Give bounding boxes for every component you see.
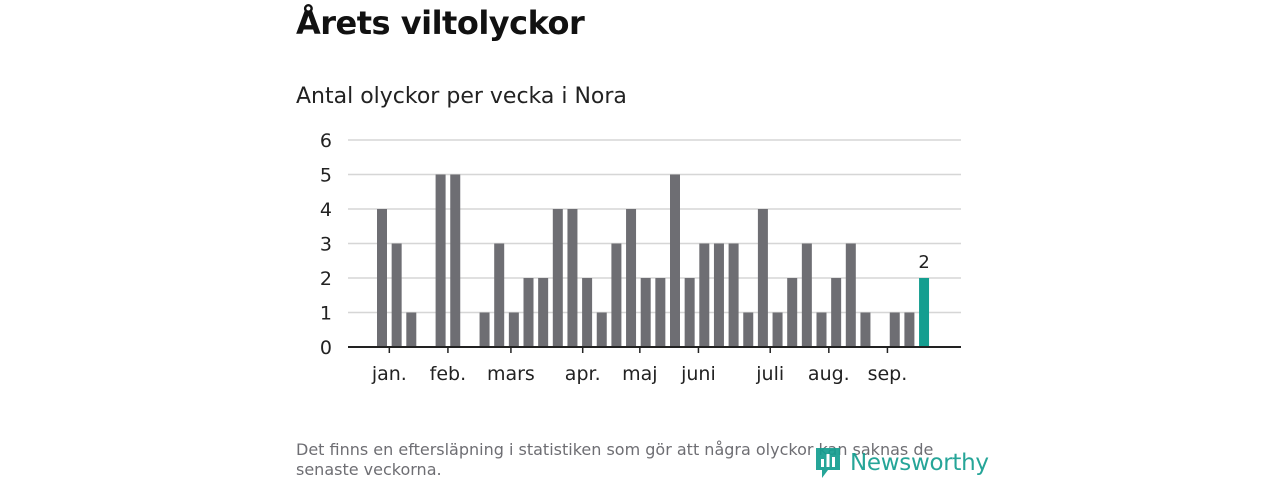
bar <box>508 312 519 347</box>
bar <box>567 209 578 347</box>
x-tick-label: apr. <box>565 363 601 385</box>
y-tick-label: 5 <box>320 165 332 187</box>
bar-highlight <box>919 278 930 347</box>
weekly-accidents-bar-chart: 0 1 2 3 4 5 6 jan. feb. mars apr. maj juni juli aug. s… <box>320 130 961 385</box>
page-title: Årets viltolyckor <box>296 4 585 42</box>
chart-subtitle: Antal olyckor per vecka i Nora <box>296 84 627 109</box>
bar <box>450 174 461 347</box>
bar <box>523 278 534 347</box>
bar <box>611 243 622 347</box>
data-label: 2 <box>918 252 929 273</box>
bar <box>757 209 768 347</box>
gridlines <box>348 139 961 314</box>
bar <box>538 278 549 347</box>
newsworthy-logo: Newsworthy <box>814 446 989 480</box>
x-axis-ticks: jan. feb. mars apr. maj juni juli aug. sep. <box>371 347 907 385</box>
bars <box>377 174 930 347</box>
bar <box>801 243 812 347</box>
footnote: Det finns en eftersläpning i statistiken… <box>296 440 934 479</box>
newsworthy-logo-icon <box>816 448 840 478</box>
bar <box>640 278 651 347</box>
bar <box>479 312 490 347</box>
bar <box>435 174 446 347</box>
y-axis-ticks: 0 1 2 3 4 5 6 <box>320 130 332 359</box>
bar <box>860 312 871 347</box>
data-labels: 2 <box>918 252 929 273</box>
bar <box>626 209 637 347</box>
bar <box>670 174 680 347</box>
bar <box>772 312 783 347</box>
bar <box>831 278 842 347</box>
bar <box>816 312 827 347</box>
x-tick-label: sep. <box>868 363 908 385</box>
x-tick-label: maj <box>622 363 657 385</box>
bar <box>889 312 900 347</box>
x-tick-label: juni <box>680 363 716 385</box>
bar <box>552 209 563 347</box>
bar <box>713 243 724 347</box>
bar <box>406 312 417 347</box>
bar <box>391 243 402 347</box>
y-tick-label: 2 <box>320 268 332 290</box>
y-tick-label: 3 <box>320 234 332 256</box>
y-tick-label: 4 <box>320 199 332 221</box>
bar <box>655 278 666 347</box>
bar <box>904 312 915 347</box>
bar <box>582 278 593 347</box>
x-tick-label: jan. <box>371 363 407 385</box>
bar <box>743 312 754 347</box>
bar <box>377 209 387 347</box>
bar <box>596 312 607 347</box>
bar <box>845 243 856 347</box>
bar <box>699 243 710 347</box>
bar <box>684 278 695 347</box>
y-tick-label: 1 <box>320 303 332 325</box>
x-tick-label: mars <box>487 363 535 385</box>
logo-text: Newsworthy <box>850 450 989 476</box>
bar <box>787 278 798 347</box>
x-tick-label: juli <box>755 363 784 385</box>
y-tick-label: 6 <box>320 130 332 152</box>
bar <box>728 243 739 347</box>
bar <box>494 243 505 347</box>
y-tick-label: 0 <box>320 337 332 359</box>
x-tick-label: aug. <box>808 363 850 385</box>
x-tick-label: feb. <box>430 363 466 385</box>
